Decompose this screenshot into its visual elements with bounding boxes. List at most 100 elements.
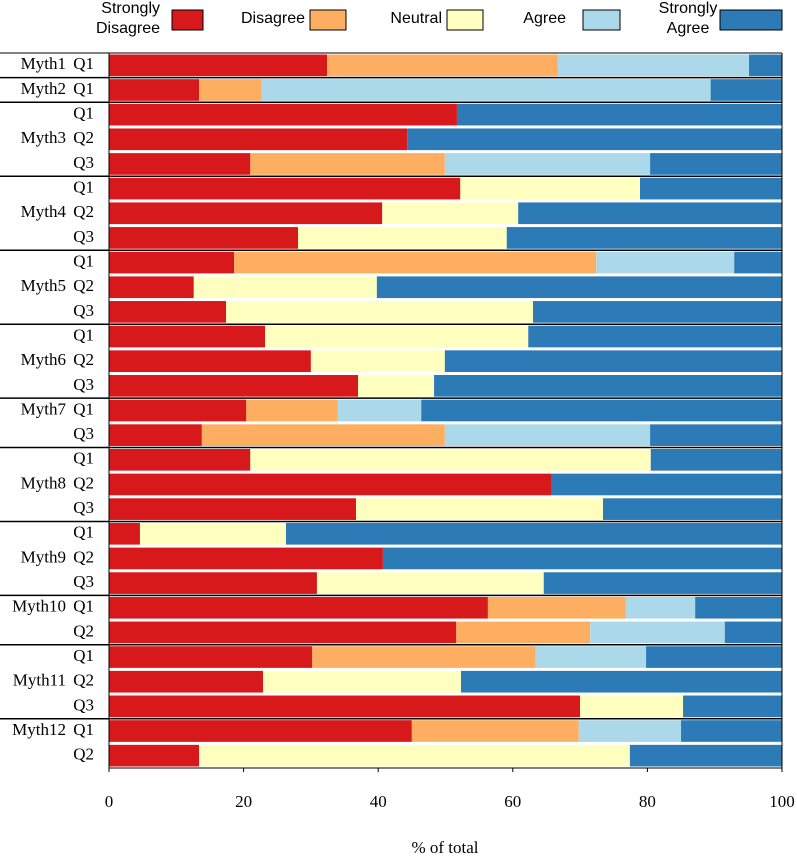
y-tick-label: Q3 (73, 498, 94, 517)
legend-swatch (171, 9, 204, 31)
group-label: Myth7 (21, 399, 67, 418)
bar-segment (109, 572, 317, 594)
bar-segment (109, 325, 266, 348)
y-tick-label: Q1 (73, 597, 94, 616)
bar-segment (749, 54, 782, 77)
bar-segment (456, 103, 782, 126)
legend-swatch (582, 9, 621, 31)
x-tick-label: 40 (370, 792, 387, 811)
bar-segment (407, 128, 782, 151)
bar-segment (681, 720, 782, 742)
y-tick-label: Q3 (73, 375, 94, 394)
bar-segment (298, 227, 507, 249)
bar-segment (650, 153, 782, 175)
bar-segment (109, 103, 457, 126)
bar-segment (226, 301, 533, 323)
legend-label: Agree (523, 10, 566, 27)
bar-segment (355, 498, 603, 520)
y-tick-label: Q2 (73, 671, 94, 690)
bar-segment (602, 498, 782, 520)
bar-segment (285, 522, 782, 545)
bar-segment (710, 79, 782, 101)
bar-segment (639, 177, 782, 200)
legend-label: Disagree (241, 10, 305, 27)
bar-segment (460, 670, 782, 693)
bar-segment (646, 646, 782, 668)
bar-segment (590, 621, 725, 644)
bar-segment (734, 251, 782, 274)
bar-segment (327, 54, 558, 77)
bar-segment (578, 720, 682, 742)
bar-segment (382, 547, 782, 570)
group-label: Myth6 (21, 350, 66, 369)
group-label: Myth2 (21, 79, 66, 98)
bar-segment (109, 202, 383, 225)
bar-segment (109, 227, 299, 249)
bar-segment (109, 350, 311, 373)
bar-segment (261, 79, 711, 101)
x-tick-label: 0 (105, 792, 114, 811)
group-label: Myth11 (13, 671, 66, 690)
y-tick-label: Q1 (73, 178, 94, 197)
bar-segment (506, 227, 782, 249)
y-tick-label: Q3 (73, 153, 94, 172)
legend-swatch (309, 9, 347, 31)
bar-segment (193, 276, 377, 299)
bar-segment (109, 720, 412, 742)
group-label: Myth9 (21, 547, 66, 566)
legend-label: Strongly Agree (659, 0, 718, 37)
group-label: Myth10 (12, 597, 66, 616)
bar-segment (543, 572, 782, 594)
bar-segment (109, 473, 552, 496)
bar-segment (456, 621, 591, 644)
y-tick-label: Q3 (73, 424, 94, 443)
y-tick-label: Q2 (73, 621, 94, 640)
y-tick-label: Q1 (73, 54, 94, 73)
bar-segment (528, 325, 782, 348)
group-label: Myth1 (21, 54, 66, 73)
bar-segment (109, 596, 488, 619)
bar-segment (199, 744, 630, 767)
y-tick-label: Q1 (73, 399, 94, 418)
bar-segment (650, 424, 782, 446)
group-label: Myth12 (12, 720, 66, 739)
group-label: Myth8 (21, 473, 66, 492)
bar-segment (650, 448, 782, 471)
bar-segment (580, 695, 684, 718)
bar-segment (109, 153, 251, 175)
bar-segment (312, 646, 536, 668)
bar-segment (109, 744, 200, 767)
y-tick-label: Q2 (73, 473, 94, 492)
legend-label: Neutral (390, 10, 442, 27)
bar-segment (460, 177, 640, 200)
group-label: Myth3 (21, 128, 66, 147)
bar-segment (201, 424, 445, 446)
bar-segment (109, 251, 235, 274)
bar-segment (695, 596, 782, 619)
bar-segment (250, 448, 651, 471)
bar-segment (337, 399, 422, 422)
bar-segment (109, 522, 140, 545)
x-tick-label: 60 (504, 792, 521, 811)
bar-segment (316, 572, 544, 594)
bar-segment (358, 375, 435, 397)
bar-segment (109, 276, 194, 299)
bar-segment (557, 54, 750, 77)
y-tick-label: Q2 (73, 128, 94, 147)
group-label: Myth4 (21, 202, 67, 221)
bar-segment (596, 251, 735, 274)
bar-segment (310, 350, 445, 373)
bar-segment (109, 621, 457, 644)
y-tick-label: Q1 (73, 104, 94, 123)
bar-segment (724, 621, 782, 644)
bar-segment (109, 695, 581, 718)
bar-segment (109, 498, 356, 520)
x-tick-label: 80 (639, 792, 656, 811)
y-tick-label: Q3 (73, 301, 94, 320)
y-tick-label: Q2 (73, 276, 94, 295)
bar-segment (109, 177, 461, 200)
bar-segment (683, 695, 782, 718)
group-label: Myth5 (21, 276, 66, 295)
bar-segment (250, 153, 445, 175)
